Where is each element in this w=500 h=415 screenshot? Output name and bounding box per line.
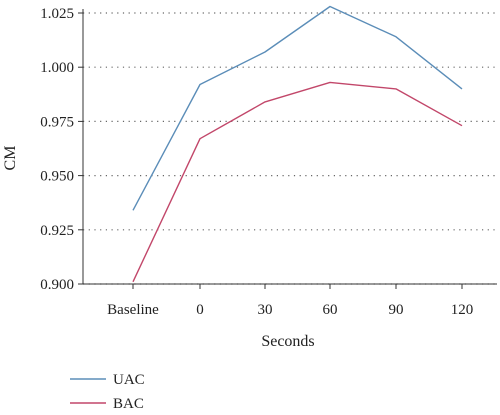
y-axis: 0.900 0.925 0.950 0.975 1.000 1.025 (40, 6, 84, 293)
x-tick-label: Baseline (107, 302, 159, 318)
x-tick-label: 0 (196, 302, 204, 318)
x-axis: Baseline 0 30 60 90 120 (83, 283, 497, 318)
y-tick-label: 0.900 (40, 277, 74, 293)
series-line-uac (132, 5, 463, 211)
x-tick-label: 120 (451, 302, 474, 318)
series-line-bac (132, 81, 463, 283)
legend-label-uac: UAC (113, 372, 145, 388)
y-tick-label: 1.025 (40, 6, 74, 22)
plot-series (132, 5, 463, 283)
y-tick-label: 1.000 (40, 60, 74, 76)
x-tick-label: 90 (389, 302, 404, 318)
y-tick-label: 0.925 (40, 223, 74, 239)
gridlines (83, 12, 497, 285)
y-axis-title: CM (2, 146, 19, 171)
y-tick-label: 0.975 (40, 114, 74, 130)
x-tick-label: 60 (323, 302, 338, 318)
legend-label-bac: BAC (113, 396, 144, 412)
y-tick-label: 0.950 (40, 169, 74, 185)
legend: UAC BAC (70, 372, 145, 412)
x-tick-label: 30 (258, 302, 273, 318)
x-axis-title: Seconds (261, 333, 314, 350)
